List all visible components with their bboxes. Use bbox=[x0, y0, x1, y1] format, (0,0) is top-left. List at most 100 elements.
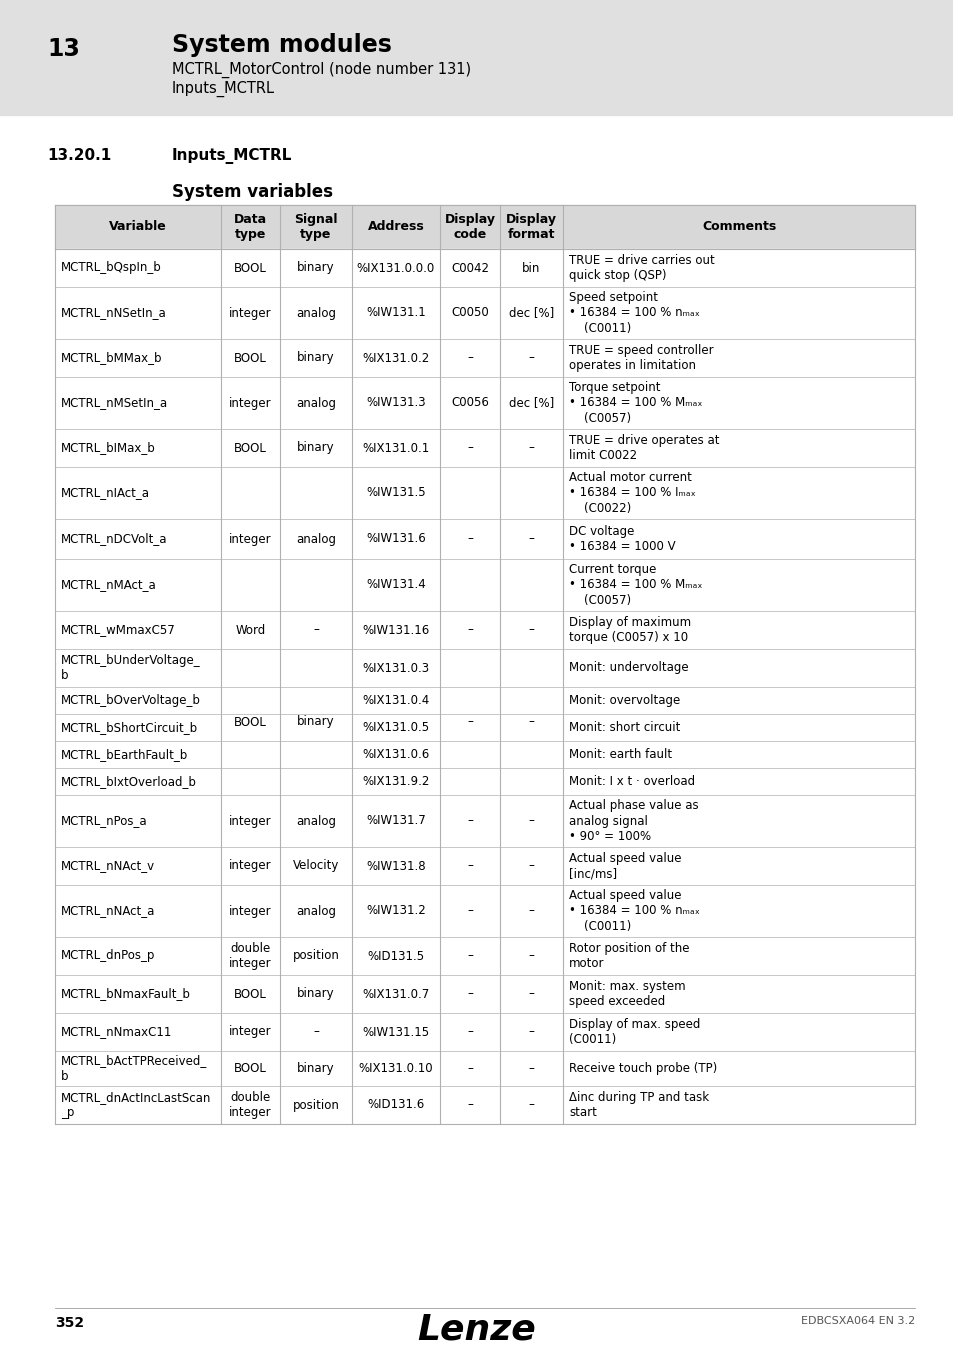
Text: integer: integer bbox=[229, 814, 272, 828]
Text: analog: analog bbox=[295, 532, 335, 545]
Text: Actual speed value
• 16384 = 100 % nₘₐₓ
    (C0011): Actual speed value • 16384 = 100 % nₘₐₓ … bbox=[569, 890, 700, 933]
Text: integer: integer bbox=[229, 1026, 272, 1038]
Text: –: – bbox=[467, 351, 473, 364]
Text: Display
code: Display code bbox=[444, 213, 495, 242]
Text: DC voltage
• 16384 = 1000 V: DC voltage • 16384 = 1000 V bbox=[569, 525, 675, 553]
Text: Receive touch probe (TP): Receive touch probe (TP) bbox=[569, 1062, 717, 1075]
Text: –: – bbox=[467, 1026, 473, 1038]
Text: %IX131.0.4: %IX131.0.4 bbox=[362, 694, 429, 707]
Text: MCTRL_nNAct_v: MCTRL_nNAct_v bbox=[61, 860, 155, 872]
Text: MCTRL_nNmaxC11: MCTRL_nNmaxC11 bbox=[61, 1026, 172, 1038]
Text: –: – bbox=[467, 716, 473, 729]
Text: Monit: undervoltage: Monit: undervoltage bbox=[569, 662, 688, 675]
Text: analog: analog bbox=[295, 397, 335, 409]
Text: binary: binary bbox=[297, 716, 335, 729]
Text: Word: Word bbox=[235, 624, 266, 636]
Text: %IW131.6: %IW131.6 bbox=[366, 532, 425, 545]
Text: Comments: Comments bbox=[701, 220, 776, 234]
Text: –: – bbox=[528, 860, 534, 872]
Bar bbox=[55, 741, 914, 768]
Text: MCTRL_MotorControl (node number 131): MCTRL_MotorControl (node number 131) bbox=[172, 62, 471, 78]
Bar bbox=[55, 1052, 914, 1085]
Text: Monit: max. system
speed exceeded: Monit: max. system speed exceeded bbox=[569, 980, 685, 1008]
Text: C0056: C0056 bbox=[451, 397, 488, 409]
Text: –: – bbox=[313, 1026, 318, 1038]
Text: BOOL: BOOL bbox=[234, 441, 267, 455]
Text: –: – bbox=[467, 987, 473, 1000]
Text: %IW131.4: %IW131.4 bbox=[366, 579, 425, 591]
Text: EDBCSXA064 EN 3.2: EDBCSXA064 EN 3.2 bbox=[800, 1316, 914, 1326]
Text: MCTRL_bOverVoltage_b: MCTRL_bOverVoltage_b bbox=[61, 694, 201, 707]
Text: 13: 13 bbox=[47, 36, 80, 61]
Text: Monit: overvoltage: Monit: overvoltage bbox=[569, 694, 679, 707]
Bar bbox=[55, 768, 914, 795]
Text: %IX131.0.5: %IX131.0.5 bbox=[362, 721, 429, 734]
Text: Speed setpoint
• 16384 = 100 % nₘₐₓ
    (C0011): Speed setpoint • 16384 = 100 % nₘₐₓ (C00… bbox=[569, 292, 700, 335]
Text: MCTRL_bIMax_b: MCTRL_bIMax_b bbox=[61, 441, 155, 455]
Text: Current torque
• 16384 = 100 % Mₘₐₓ
    (C0057): Current torque • 16384 = 100 % Mₘₐₓ (C00… bbox=[569, 563, 702, 608]
Bar bbox=[55, 248, 914, 288]
Text: Torque setpoint
• 16384 = 100 % Mₘₐₓ
    (C0057): Torque setpoint • 16384 = 100 % Mₘₐₓ (C0… bbox=[569, 381, 702, 425]
Text: %IX131.0.3: %IX131.0.3 bbox=[362, 662, 429, 675]
Text: –: – bbox=[467, 1099, 473, 1111]
Text: –: – bbox=[313, 624, 318, 636]
Text: MCTRL_wMmaxC57: MCTRL_wMmaxC57 bbox=[61, 624, 175, 636]
Text: %IW131.5: %IW131.5 bbox=[366, 486, 425, 500]
Text: MCTRL_bUnderVoltage_
b: MCTRL_bUnderVoltage_ b bbox=[61, 653, 200, 682]
Bar bbox=[55, 559, 914, 612]
Bar bbox=[55, 714, 914, 741]
Bar bbox=[55, 975, 914, 1012]
Text: bin: bin bbox=[521, 262, 540, 274]
Text: Data
type: Data type bbox=[233, 213, 267, 242]
Text: %IW131.3: %IW131.3 bbox=[366, 397, 425, 409]
Text: integer: integer bbox=[229, 532, 272, 545]
Text: %IX131.0.2: %IX131.0.2 bbox=[362, 351, 429, 364]
Text: MCTRL_nDCVolt_a: MCTRL_nDCVolt_a bbox=[61, 532, 168, 545]
Bar bbox=[55, 429, 914, 467]
Text: MCTRL_nNAct_a: MCTRL_nNAct_a bbox=[61, 904, 155, 918]
Text: binary: binary bbox=[297, 262, 335, 274]
Text: MCTRL_dnPos_p: MCTRL_dnPos_p bbox=[61, 949, 155, 963]
Text: Monit: I x t · overload: Monit: I x t · overload bbox=[569, 775, 695, 788]
Text: –: – bbox=[528, 1099, 534, 1111]
Text: BOOL: BOOL bbox=[234, 262, 267, 274]
Text: binary: binary bbox=[297, 1062, 335, 1075]
Text: Lenze: Lenze bbox=[417, 1314, 536, 1347]
Text: –: – bbox=[528, 904, 534, 918]
Text: 352: 352 bbox=[55, 1316, 84, 1330]
Text: %IW131.8: %IW131.8 bbox=[366, 860, 425, 872]
Text: double
integer: double integer bbox=[229, 942, 272, 971]
Text: Monit: earth fault: Monit: earth fault bbox=[569, 748, 672, 761]
Text: –: – bbox=[467, 532, 473, 545]
Bar bbox=[55, 612, 914, 649]
Text: binary: binary bbox=[297, 441, 335, 455]
Text: C0050: C0050 bbox=[451, 306, 488, 320]
Text: MCTRL_bShortCircuit_b: MCTRL_bShortCircuit_b bbox=[61, 721, 198, 734]
Text: Actual speed value
[inc/ms]: Actual speed value [inc/ms] bbox=[569, 852, 681, 880]
Text: Variable: Variable bbox=[109, 220, 167, 234]
Text: %ID131.6: %ID131.6 bbox=[367, 1099, 424, 1111]
Bar bbox=[55, 467, 914, 518]
Text: –: – bbox=[528, 441, 534, 455]
Text: %IW131.2: %IW131.2 bbox=[366, 904, 425, 918]
Bar bbox=[55, 795, 914, 846]
Bar bbox=[55, 687, 914, 714]
Text: –: – bbox=[467, 1062, 473, 1075]
Text: %IW131.16: %IW131.16 bbox=[362, 624, 429, 636]
Text: Display of maximum
torque (C0057) x 10: Display of maximum torque (C0057) x 10 bbox=[569, 616, 691, 644]
Text: MCTRL_bActTPReceived_
b: MCTRL_bActTPReceived_ b bbox=[61, 1054, 207, 1083]
Text: analog: analog bbox=[295, 306, 335, 320]
Text: dec [%]: dec [%] bbox=[508, 397, 554, 409]
Text: BOOL: BOOL bbox=[234, 987, 267, 1000]
Text: MCTRL_nNSetIn_a: MCTRL_nNSetIn_a bbox=[61, 306, 167, 320]
Text: Inputs_MCTRL: Inputs_MCTRL bbox=[172, 148, 292, 163]
Text: analog: analog bbox=[295, 904, 335, 918]
Text: C0042: C0042 bbox=[451, 262, 489, 274]
Text: binary: binary bbox=[297, 351, 335, 364]
Text: integer: integer bbox=[229, 860, 272, 872]
Text: %IW131.7: %IW131.7 bbox=[366, 814, 425, 828]
Bar bbox=[55, 205, 914, 248]
Text: %IW131.1: %IW131.1 bbox=[366, 306, 425, 320]
Text: System variables: System variables bbox=[172, 184, 333, 201]
Text: Actual phase value as
analog signal
• 90° = 100%: Actual phase value as analog signal • 90… bbox=[569, 799, 699, 842]
